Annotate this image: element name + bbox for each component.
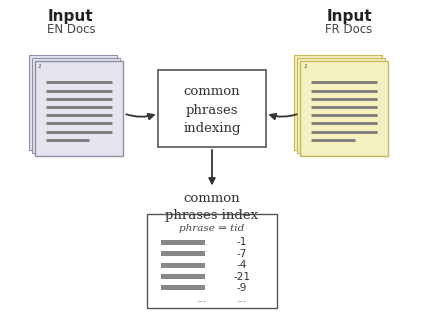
Text: common
phrases index: common phrases index [165,192,258,222]
Text: 1: 1 [38,64,42,69]
Text: EN Docs: EN Docs [47,23,95,36]
Bar [161,251,205,256]
Text: -7: -7 [237,249,247,259]
Text: ...: ... [237,294,247,304]
Bar [161,263,205,268]
Bar [294,55,382,149]
Text: Input: Input [48,9,94,24]
Bar [147,214,277,308]
Text: -4: -4 [237,260,247,270]
Text: ...: ... [197,294,207,304]
Text: common
phrases
indexing: common phrases indexing [183,85,241,135]
Bar [158,70,266,147]
Text: -9: -9 [237,283,247,293]
Bar [297,58,385,152]
Bar [32,58,120,152]
Text: FR Docs: FR Docs [325,23,373,36]
Bar [161,285,205,290]
Text: -1: -1 [237,237,247,248]
Text: -21: -21 [233,272,250,281]
Bar [161,274,205,279]
Bar [301,61,388,155]
Text: Input: Input [326,9,372,24]
Text: phrase ⇒ tid: phrase ⇒ tid [179,224,245,233]
Text: 1: 1 [304,64,307,69]
Bar [161,240,205,245]
Bar [35,61,123,155]
Bar [29,55,117,149]
